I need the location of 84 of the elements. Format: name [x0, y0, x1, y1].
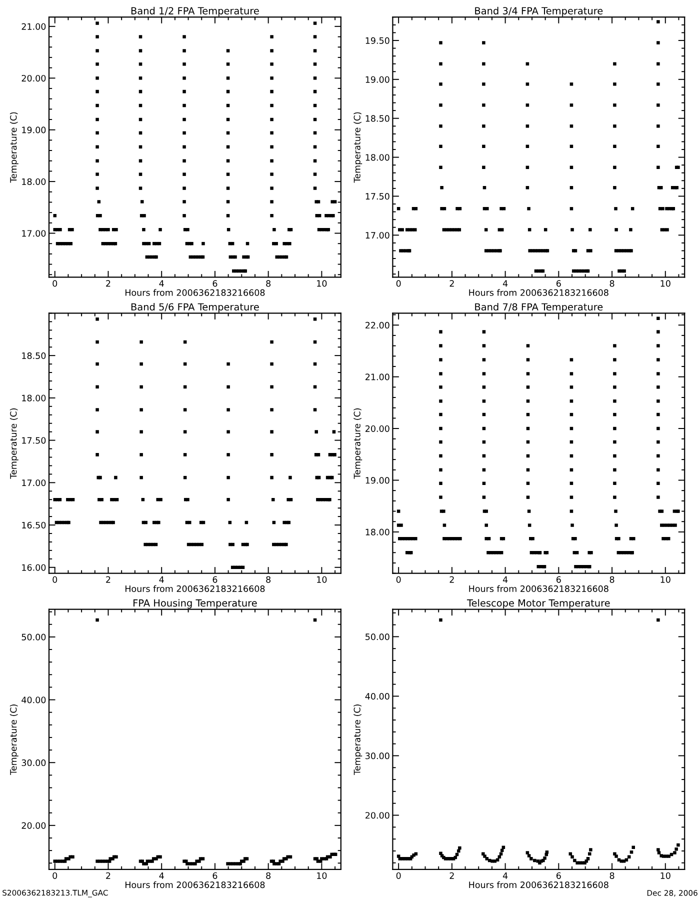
x-tick-label: 0: [396, 576, 401, 583]
x-tick-label: 6: [556, 280, 561, 287]
x-tick-label: 10: [317, 576, 327, 583]
x-tick-label: 8: [266, 576, 271, 583]
x-tick-label: 4: [159, 576, 164, 583]
x-tick-label: 6: [212, 576, 218, 583]
y-axis-title: Temperature (C): [10, 112, 18, 183]
x-tick-label: 4: [502, 576, 508, 583]
x-tick-label: 8: [610, 576, 614, 583]
y-tick-label: 50.00: [366, 634, 390, 640]
x-tick-label: 10: [317, 872, 327, 879]
y-axis-title: Temperature (C): [10, 408, 18, 479]
x-tick-label: 6: [212, 280, 218, 287]
y-tick-label: 19.50: [366, 37, 390, 44]
x-tick-label: 0: [396, 280, 401, 287]
x-axis-title: Hours from 2006362183216608: [469, 289, 608, 296]
chart-title: Band 3/4 FPA Temperature: [475, 6, 603, 16]
y-tick-label: 19.00: [366, 477, 390, 484]
y-tick-label: 30.00: [22, 759, 46, 766]
y-tick-label: 30.00: [366, 752, 390, 760]
y-tick-label: 21.00: [22, 23, 46, 30]
x-tick-label: 8: [266, 872, 271, 879]
x-axis-title: Hours from 2006362183216608: [125, 289, 265, 296]
x-tick-label: 6: [556, 576, 561, 583]
x-tick-label: 0: [52, 872, 58, 879]
x-tick-label: 10: [660, 280, 670, 287]
x-tick-label: 4: [159, 280, 164, 287]
x-axis-title: Hours from 2006362183216608: [469, 881, 608, 888]
y-tick-label: 19.00: [366, 76, 390, 83]
y-tick-label: 16.00: [22, 564, 46, 571]
y-tick-label: 21.00: [366, 374, 390, 380]
x-tick-label: 10: [317, 280, 327, 287]
y-tick-label: 17.50: [22, 437, 46, 444]
y-tick-label: 17.00: [22, 479, 46, 486]
y-tick-label: 16.50: [22, 522, 46, 528]
x-tick-label: 2: [450, 576, 454, 583]
y-axis-title: Temperature (C): [354, 112, 362, 183]
x-tick-label: 4: [502, 280, 508, 287]
y-tick-label: 18.00: [22, 178, 46, 185]
y-tick-label: 17.00: [22, 230, 46, 237]
x-tick-label: 2: [106, 576, 110, 583]
x-tick-label: 0: [52, 576, 58, 583]
y-tick-label: 20.00: [22, 822, 46, 829]
x-tick-label: 2: [106, 280, 110, 287]
x-tick-label: 8: [610, 872, 614, 879]
y-tick-label: 50.00: [22, 634, 46, 640]
y-tick-label: 22.00: [366, 322, 390, 329]
x-tick-label: 6: [556, 872, 561, 879]
x-axis-title: Hours from 2006362183216608: [125, 585, 265, 592]
y-tick-label: 20.00: [22, 74, 46, 82]
x-tick-label: 6: [212, 872, 218, 879]
chart-title: FPA Housing Temperature: [134, 599, 257, 609]
y-axis-title: Temperature (C): [10, 704, 18, 775]
y-tick-label: 20.00: [366, 812, 390, 819]
x-tick-label: 0: [52, 280, 58, 287]
x-tick-label: 10: [660, 576, 670, 583]
chart-title: Band 5/6 FPA Temperature: [131, 303, 259, 312]
y-tick-label: 20.00: [366, 425, 390, 432]
x-tick-label: 2: [106, 872, 110, 879]
y-tick-label: 18.00: [22, 394, 46, 402]
y-tick-label: 18.50: [22, 352, 46, 360]
x-tick-label: 8: [610, 280, 614, 287]
y-tick-label: 18.50: [366, 115, 390, 122]
y-axis-title: Temperature (C): [354, 408, 362, 479]
y-axis-title: Temperature (C): [354, 704, 362, 775]
y-tick-label: 40.00: [22, 696, 46, 704]
x-tick-label: 8: [266, 280, 271, 287]
chart-title: Telescope Motor Temperature: [466, 599, 610, 609]
x-axis-title: Hours from 2006362183216608: [125, 881, 265, 888]
x-tick-label: 2: [450, 280, 454, 287]
x-tick-label: 4: [502, 872, 508, 879]
chart-title: Band 7/8 FPA Temperature: [475, 303, 603, 312]
chart-title: Band 1/2 FPA Temperature: [131, 6, 259, 16]
x-axis-title: Hours from 2006362183216608: [469, 585, 608, 592]
x-tick-label: 10: [660, 872, 670, 879]
y-tick-label: 17.00: [366, 232, 390, 239]
y-tick-label: 40.00: [365, 693, 390, 700]
x-tick-label: 0: [396, 872, 401, 879]
x-tick-label: 2: [450, 872, 454, 879]
x-tick-label: 4: [159, 872, 164, 879]
y-tick-label: 18.00: [366, 154, 390, 161]
y-tick-label: 19.00: [22, 126, 46, 134]
y-tick-label: 17.50: [366, 193, 390, 200]
y-tick-label: 18.00: [366, 528, 390, 536]
